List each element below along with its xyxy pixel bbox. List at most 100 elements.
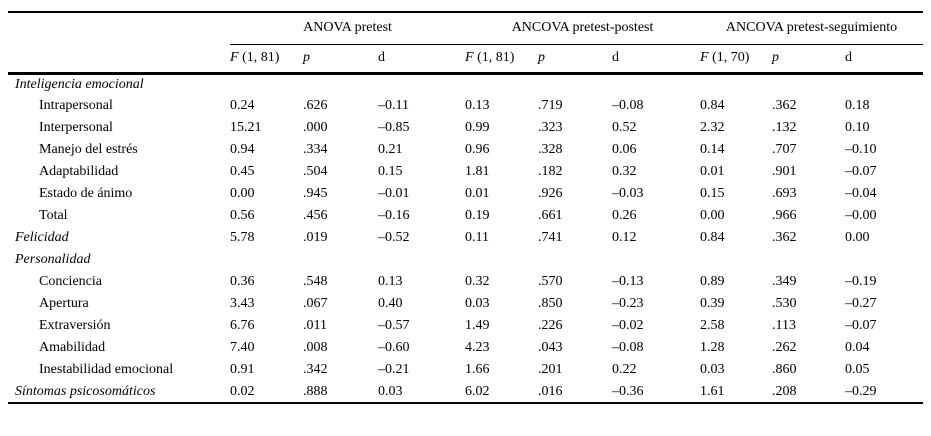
cell-value: 0.89 [700,274,725,289]
cell-value: .328 [538,142,563,157]
cell-value: 0.19 [465,208,490,223]
cell-value [378,73,465,95]
cell-value: .000 [303,120,328,135]
cell-value: 0.00 [700,208,725,223]
row-label: Conciencia [39,274,102,289]
cell-value [700,249,772,271]
f-stat-header-2: F (1, 81) [465,44,539,75]
row-label: Intrapersonal [39,98,113,113]
cell-value: .201 [538,362,563,377]
cell-value: .362 [772,230,797,245]
cell-value: 6.76 [230,318,255,333]
cell-value: .548 [303,274,328,289]
cell-value: 0.40 [378,296,403,311]
row-label: Personalidad [15,252,91,267]
cell-value: 0.14 [700,142,725,157]
column-group-ancova-pretest-postest: ANCOVA pretest-postest [465,12,701,45]
cell-value: .626 [303,98,328,113]
cell-value: –0.08 [612,98,644,113]
cell-value: –0.11 [378,98,409,113]
cell-value: 0.06 [612,142,637,157]
column-group-ancova-pretest-seguimiento: ANCOVA pretest-seguimiento [700,12,923,45]
table-row-intrapersonal: Intrapersonal 0.24 .626 –0.11 0.13 .719 … [8,95,923,117]
f-symbol: F [230,50,239,65]
cell-value: .741 [538,230,563,245]
cell-value: .707 [772,142,797,157]
cell-value [772,73,845,95]
row-label: Inestabilidad emocional [39,362,174,377]
cell-value: 0.91 [230,362,255,377]
cell-value: 0.99 [465,120,490,135]
cell-value [845,73,923,95]
cell-value: 0.56 [230,208,255,223]
cell-value: –0.27 [845,296,877,311]
column-group-anova-pretest: ANOVA pretest [230,12,466,45]
cell-value: .850 [538,296,563,311]
cell-value: 0.00 [845,230,870,245]
cell-value: 0.00 [230,186,255,201]
cell-value: .860 [772,362,797,377]
table-row-interpersonal: Interpersonal 15.21 .000 –0.85 0.99 .323… [8,117,923,139]
cell-value: 2.58 [700,318,725,333]
cell-value: 0.39 [700,296,725,311]
cell-value: 0.24 [230,98,255,113]
cell-value: 1.49 [465,318,490,333]
cell-value: .888 [303,383,328,399]
f-symbol: F [700,50,709,65]
cell-value: –0.04 [845,186,877,201]
cell-value: .504 [303,164,328,179]
table-row-extraversion: Extraversión 6.76 .011 –0.57 1.49 .226 –… [8,315,923,337]
cell-value: 6.02 [465,383,490,399]
df-text: (1, 70) [708,50,750,65]
row-label: Apertura [39,296,89,311]
cell-value: .016 [538,383,563,399]
cell-value: .362 [772,98,797,113]
cell-value [378,249,465,271]
cell-value: .349 [772,274,797,289]
row-label: Amabilidad [39,340,106,355]
cell-value [465,249,538,271]
cell-value: 2.32 [700,120,725,135]
p-value-header-1: p [303,44,378,75]
cell-value: .693 [772,186,797,201]
cell-value [230,249,303,271]
cell-value: –0.60 [378,340,410,355]
cell-value [303,73,378,95]
cell-value: –0.52 [378,230,410,245]
f-stat-header-1: F (1, 81) [230,44,303,75]
cell-value: 1.61 [700,383,725,399]
cell-value: 5.78 [230,230,255,245]
table-row-inteligencia-emocional: Inteligencia emocional [8,73,923,95]
cell-value [772,249,845,271]
cell-value: 0.26 [612,208,637,223]
cell-value: –0.01 [378,186,410,201]
cell-value: .011 [303,318,327,333]
cell-value: 0.15 [378,164,403,179]
row-label: Estado de ánimo [39,186,133,201]
cell-value: –0.10 [845,142,877,157]
cell-value: .530 [772,296,797,311]
row-label: Total [39,208,68,223]
cell-value: .226 [538,318,563,333]
cell-value [538,249,612,271]
p-value-header-2: p [538,44,613,75]
cell-value: –0.02 [612,318,644,333]
column-group-header-row: ANOVA pretest ANCOVA pretest-postest ANC… [8,12,923,45]
cell-value: 0.84 [700,230,725,245]
row-label: Inteligencia emocional [15,76,144,92]
effect-size-header-3: d [845,44,923,75]
stub-header [8,12,230,44]
cell-value: –0.29 [845,383,877,399]
cell-value: 0.21 [378,142,403,157]
table-row-inestabilidad-emocional: Inestabilidad emocional 0.91 .342 –0.21 … [8,359,923,381]
f-symbol: F [465,50,474,65]
stub-header [8,44,230,75]
cell-value: 15.21 [230,120,262,135]
cell-value: 0.15 [700,186,725,201]
cell-value: .008 [303,340,328,355]
effect-size-header-2: d [612,44,701,75]
cell-value: 0.04 [845,340,870,355]
cell-value: 0.10 [845,120,870,135]
row-label: Manejo del estrés [39,142,138,157]
cell-value: 1.66 [465,362,490,377]
